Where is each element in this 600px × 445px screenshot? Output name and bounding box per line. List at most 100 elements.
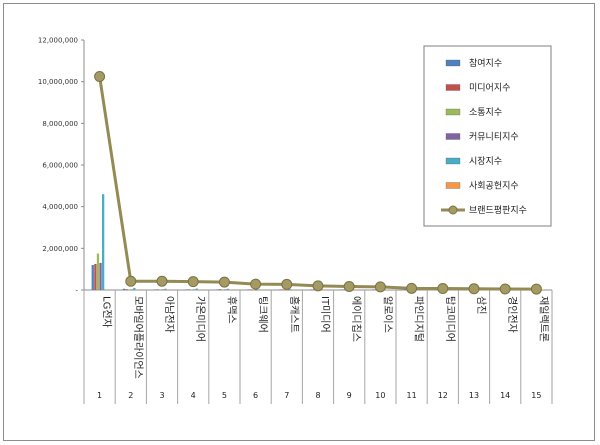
bar bbox=[281, 289, 284, 290]
bar bbox=[354, 289, 357, 290]
legend-entry: 사회공헌지수 bbox=[469, 181, 519, 192]
brand-index-point bbox=[530, 283, 542, 295]
category-label: 탑코미디어 bbox=[444, 296, 456, 342]
category-number: 13 bbox=[469, 391, 479, 400]
y-tick-label: 2,000,000 bbox=[42, 245, 78, 253]
bar bbox=[128, 289, 131, 290]
bar bbox=[284, 289, 287, 290]
brand-index-point bbox=[374, 281, 386, 293]
bar bbox=[193, 289, 196, 290]
legend-box bbox=[423, 45, 552, 227]
legend-marker bbox=[448, 205, 458, 215]
bar bbox=[130, 289, 133, 290]
category-number: 12 bbox=[438, 391, 448, 400]
legend-swatch bbox=[445, 59, 461, 67]
brand-index-point bbox=[94, 70, 106, 82]
bar bbox=[255, 289, 258, 290]
bar bbox=[247, 289, 250, 290]
category-label: 모바일어플라이언스 bbox=[132, 296, 144, 379]
bar bbox=[541, 289, 544, 290]
category-label: 알로이스 bbox=[381, 296, 393, 333]
bar bbox=[198, 289, 201, 290]
bar bbox=[133, 287, 136, 290]
brand-index-point bbox=[281, 278, 293, 290]
category-label: 파인디지털 bbox=[413, 296, 425, 342]
brand-index-point bbox=[343, 280, 355, 292]
bar bbox=[260, 289, 263, 290]
bar bbox=[216, 289, 219, 290]
bar bbox=[122, 288, 126, 290]
brand-index-point bbox=[468, 283, 480, 295]
bar bbox=[164, 288, 167, 290]
legend-entry: 커뮤니티지수 bbox=[469, 132, 519, 143]
category-label: 휴맥스 bbox=[225, 296, 237, 324]
brand-index-point bbox=[156, 275, 168, 287]
bar bbox=[104, 289, 107, 290]
y-tick-label: 10,000,000 bbox=[38, 78, 78, 86]
legend-swatch bbox=[445, 157, 461, 165]
bar bbox=[323, 289, 326, 290]
category-label: 가온미디어 bbox=[194, 296, 206, 342]
bar bbox=[156, 289, 159, 290]
brand-index-point bbox=[499, 283, 511, 295]
category-number: 14 bbox=[500, 391, 510, 400]
bar bbox=[258, 289, 261, 290]
bar bbox=[135, 289, 139, 290]
brand-index-point bbox=[312, 280, 324, 292]
legend-entry: 소통지수 bbox=[469, 107, 502, 118]
category-label: 삼진 bbox=[475, 296, 487, 314]
y-tick-label: 6,000,000 bbox=[42, 162, 78, 170]
category-number: 7 bbox=[284, 391, 289, 400]
bar bbox=[310, 289, 313, 290]
bar bbox=[289, 289, 292, 290]
legend-swatch bbox=[445, 133, 461, 140]
bar bbox=[341, 289, 344, 290]
category-label: 아남전자 bbox=[163, 296, 175, 333]
brand-index-point bbox=[125, 275, 137, 287]
legend-entry: 미디어지수 bbox=[469, 83, 510, 94]
brand-index-line bbox=[94, 70, 542, 295]
bar bbox=[91, 265, 94, 290]
bar bbox=[252, 289, 256, 290]
bar bbox=[159, 289, 162, 290]
bar bbox=[154, 289, 157, 290]
category-label: 홈캐스트 bbox=[288, 296, 301, 333]
bar bbox=[219, 289, 222, 290]
category-number: 1 bbox=[97, 391, 102, 400]
brand-index-point bbox=[437, 283, 449, 295]
legend-swatch bbox=[445, 182, 461, 189]
category-label: LG전자 bbox=[101, 296, 113, 328]
bar bbox=[221, 289, 224, 290]
bar bbox=[96, 253, 100, 290]
bar bbox=[195, 288, 198, 290]
bar bbox=[291, 289, 295, 290]
bar bbox=[102, 194, 105, 290]
bar bbox=[250, 289, 253, 290]
legend-swatch bbox=[445, 108, 461, 116]
bar bbox=[372, 289, 375, 290]
bar bbox=[167, 289, 170, 290]
category-number: 5 bbox=[222, 391, 227, 400]
category-number: 11 bbox=[407, 391, 417, 400]
legend-swatch bbox=[445, 84, 461, 91]
category-number: 6 bbox=[253, 391, 258, 400]
category-number: 4 bbox=[191, 391, 196, 400]
axis-labels: 12,000,00010,000,0008,000,0006,000,0004,… bbox=[38, 37, 549, 401]
brand-index-point bbox=[187, 276, 199, 288]
bar bbox=[125, 289, 128, 290]
category-number: 15 bbox=[531, 391, 541, 400]
legend-entry: 시장지수 bbox=[469, 156, 502, 167]
bar bbox=[190, 289, 193, 290]
bar bbox=[187, 289, 191, 290]
category-number: 10 bbox=[375, 391, 385, 400]
bar bbox=[226, 288, 230, 290]
bar bbox=[99, 262, 102, 290]
bar bbox=[385, 289, 388, 290]
y-tick-label: - bbox=[75, 287, 78, 295]
category-label: 에이디칩스 bbox=[350, 296, 362, 342]
category-number: 9 bbox=[347, 391, 352, 400]
bar bbox=[224, 289, 227, 290]
bar bbox=[229, 289, 232, 290]
